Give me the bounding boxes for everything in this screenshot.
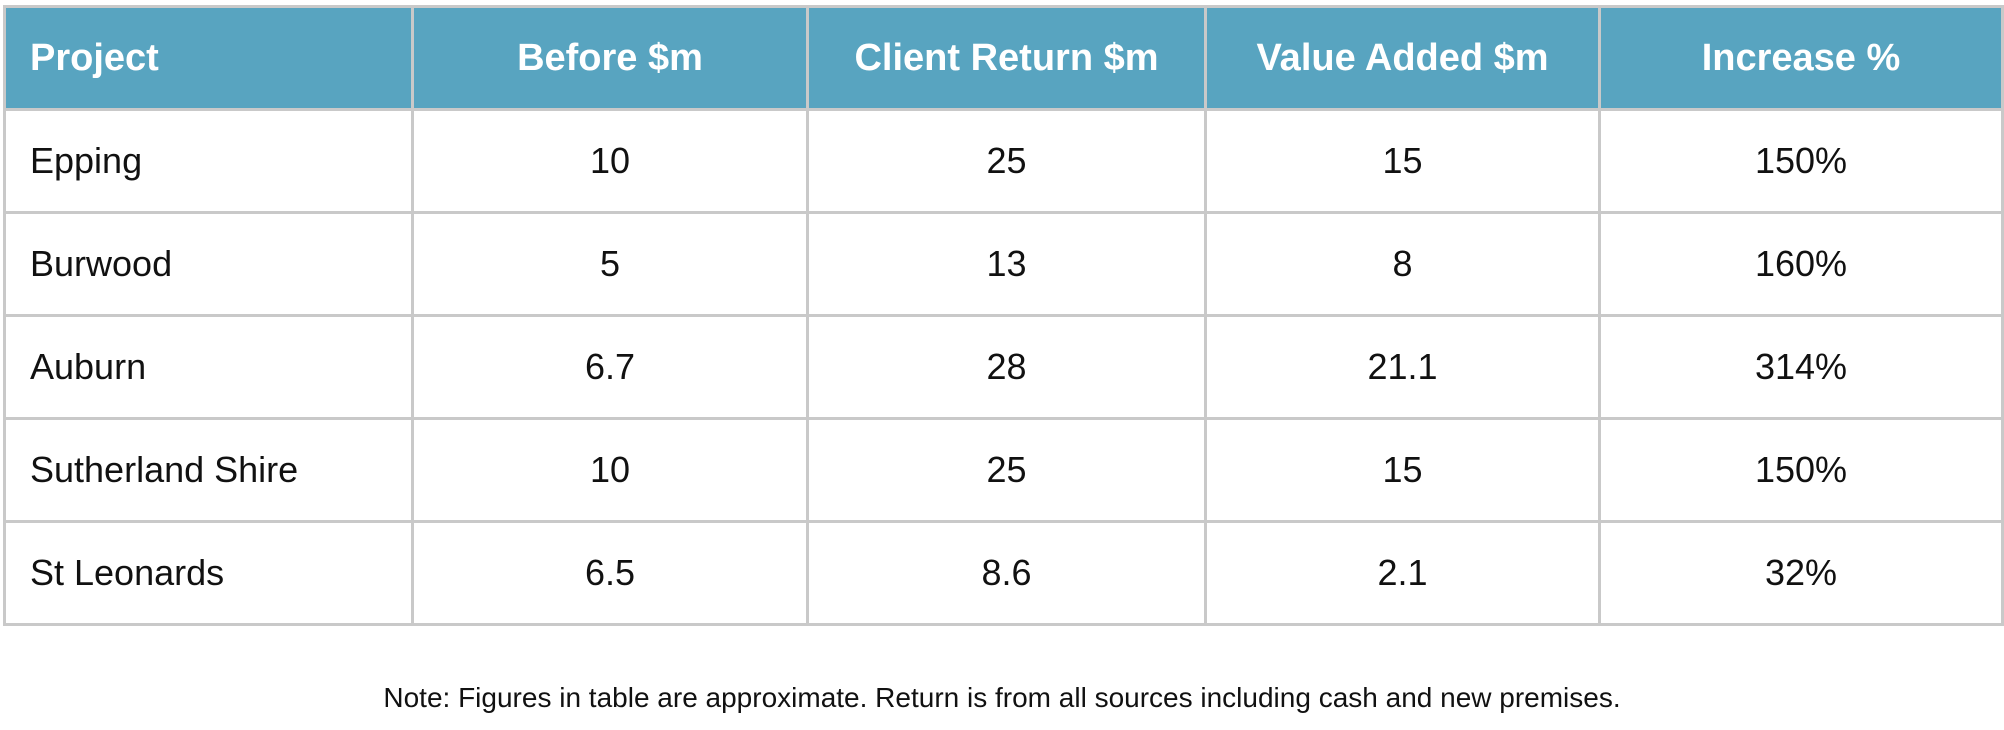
table-cell: 160% <box>1598 211 2004 317</box>
table-cell: 10 <box>411 417 809 523</box>
table-cell: 25 <box>806 417 1207 523</box>
header-cell: Value Added $m <box>1204 5 1601 111</box>
table-cell: 15 <box>1204 417 1601 523</box>
table-cell: 150% <box>1598 108 2004 214</box>
table-cell: 8 <box>1204 211 1601 317</box>
header-cell: Client Return $m <box>806 5 1207 111</box>
table-row: Burwood 5 13 8 160% <box>3 211 2004 317</box>
table-cell: 314% <box>1598 314 2004 420</box>
table-cell: Burwood <box>3 211 414 317</box>
table-cell: 2.1 <box>1204 520 1601 626</box>
table-row: Sutherland Shire 10 25 15 150% <box>3 417 2004 523</box>
table-row: Auburn 6.7 28 21.1 314% <box>3 314 2004 420</box>
table-cell: Auburn <box>3 314 414 420</box>
table-body: Epping 10 25 15 150% Burwood 5 13 8 160% Auburn 6.7… <box>3 108 2004 626</box>
table-cell: 5 <box>411 211 809 317</box>
table-row: Epping 10 25 15 150% <box>3 108 2004 214</box>
table-cell: 32% <box>1598 520 2004 626</box>
table-cell: 13 <box>806 211 1207 317</box>
table-cell: Epping <box>3 108 414 214</box>
table-cell: 8.6 <box>806 520 1207 626</box>
table-cell: 150% <box>1598 417 2004 523</box>
header-cell: Project <box>3 5 414 111</box>
table-cell: 15 <box>1204 108 1601 214</box>
header-row: Project Before $m Client Return $m Value Ad… <box>3 5 2004 111</box>
table-cell: Sutherland Shire <box>3 417 414 523</box>
table-cell: 25 <box>806 108 1207 214</box>
header-cell: Increase % <box>1598 5 2004 111</box>
footnote: Note: Figures in table are approximate. … <box>383 682 1621 713</box>
data-table: Project Before $m Client Return $m Value Ad… <box>3 5 2004 626</box>
header-cell: Before $m <box>411 5 809 111</box>
table-cell: 10 <box>411 108 809 214</box>
table-cell: St Leonards <box>3 520 414 626</box>
table-cell: 6.5 <box>411 520 809 626</box>
table-row: St Leonards 6.5 8.6 2.1 32% <box>3 520 2004 626</box>
table-cell: 21.1 <box>1204 314 1601 420</box>
table-cell: 6.7 <box>411 314 809 420</box>
table-cell: 28 <box>806 314 1207 420</box>
